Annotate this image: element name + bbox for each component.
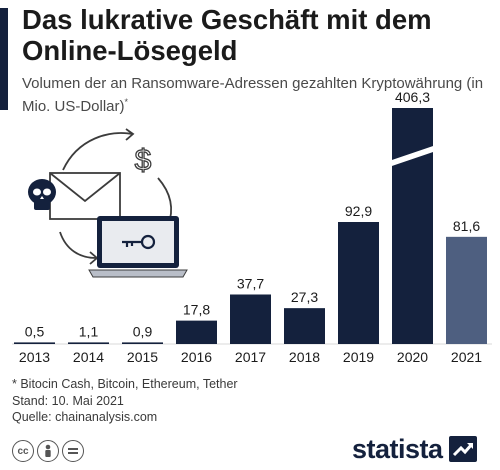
envelope-icon	[49, 172, 121, 220]
x-tick-label-2020: 2020	[397, 349, 428, 365]
value-label-2017: 37,7	[237, 275, 264, 291]
svg-text:$: $	[135, 144, 152, 177]
chart-notes: * Bitocin Cash, Bitcoin, Ethereum, Tethe…	[12, 376, 238, 426]
value-label-2018: 27,3	[291, 289, 318, 305]
statista-mark-icon	[448, 436, 477, 462]
x-tick-label-2019: 2019	[343, 349, 374, 365]
axis-break-mark	[386, 144, 439, 168]
x-tick-label-2017: 2017	[235, 349, 266, 365]
value-label-2021: 81,6	[453, 218, 480, 234]
skull-icon	[28, 179, 56, 210]
x-tick-labels-layer: 2013 2014 2015 2016 2017 2018 2019 2020 2021	[19, 349, 482, 365]
equals-icon	[62, 440, 84, 462]
value-label-2020: 406,3	[395, 89, 430, 105]
bar-2019	[338, 222, 379, 344]
bar-2014	[68, 342, 109, 344]
x-tick-label-2018: 2018	[289, 349, 320, 365]
bar-2015	[122, 342, 163, 344]
subtitle-footnote-marker: *	[124, 97, 129, 107]
x-tick-label-2013: 2013	[19, 349, 50, 365]
dollar-icon: $	[134, 143, 152, 177]
page-title: Das lukrative Geschäft mit dem Online-Lö…	[22, 4, 432, 66]
bar-2021	[446, 236, 487, 344]
footnote: * Bitocin Cash, Bitcoin, Ethereum, Tethe…	[12, 377, 238, 391]
title-accent-bar	[0, 8, 8, 110]
brand-name: statista	[352, 433, 443, 464]
date-note: Stand: 10. Mai 2021	[12, 393, 124, 408]
cc-icon: cc	[12, 440, 34, 462]
x-tick-label-2021: 2021	[451, 349, 482, 365]
key-icon	[122, 234, 156, 250]
chart-subtitle: Volumen der an Ransomware-Adressen gezah…	[22, 74, 492, 116]
x-tick-label-2014: 2014	[73, 349, 104, 365]
value-label-2016: 17,8	[183, 302, 210, 318]
x-tick-label-2016: 2016	[181, 349, 212, 365]
ransomware-illustration: $	[28, 128, 188, 278]
value-labels-layer: 0,5 1,1 0,9 17,8 37,7 27,3 92,9 406,3 81,6	[25, 89, 481, 339]
value-label-2019: 92,9	[345, 203, 372, 219]
statista-logo[interactable]: statista	[352, 432, 477, 466]
bar-2013	[14, 342, 55, 344]
bar-2018	[284, 308, 325, 344]
value-label-2013: 0,5	[25, 323, 45, 339]
x-tick-label-2015: 2015	[127, 349, 158, 365]
bar-2017	[230, 294, 271, 344]
value-label-2014: 1,1	[79, 323, 99, 339]
person-icon	[37, 440, 59, 462]
bars-layer	[14, 108, 487, 344]
license-icons[interactable]: cc	[12, 440, 84, 464]
source-note: Quelle: chainanalysis.com	[12, 410, 158, 424]
bar-2020	[392, 108, 433, 344]
bar-2016	[176, 320, 217, 344]
laptop-icon	[88, 216, 188, 278]
subtitle-text: Volumen der an Ransomware-Adressen gezah…	[22, 75, 484, 115]
value-label-2015: 0,9	[133, 323, 153, 339]
